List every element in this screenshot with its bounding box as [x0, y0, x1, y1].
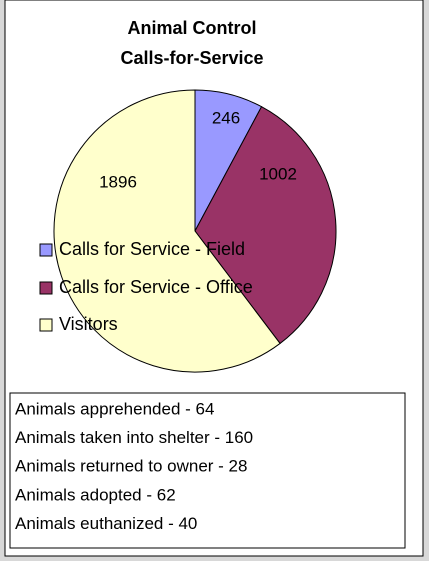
text-line: Animals adopted - 62 [15, 485, 176, 504]
pie-slice [53, 89, 281, 373]
text-line: Animals taken into shelter - 160 [15, 428, 253, 447]
chart-title: Animal Control [128, 18, 257, 38]
legend-swatch [39, 281, 53, 295]
text-line: Animals euthanized - 40 [15, 514, 197, 533]
text-line: Animals apprehended - 64 [15, 399, 214, 418]
legend-label: Visitors [59, 314, 118, 334]
text-line: Animals returned to owner - 28 [15, 457, 247, 476]
data-label: 1896 [99, 172, 137, 191]
data-label: 1002 [259, 164, 297, 183]
legend-label: Calls for Service - Office [59, 277, 253, 297]
data-label: 246 [212, 108, 240, 127]
legend-swatch [39, 243, 53, 257]
chart-title: Calls-for-Service [120, 48, 263, 68]
legend-swatch [39, 318, 53, 332]
pie-slice [194, 106, 337, 345]
text-box [9, 392, 406, 549]
legend-label: Calls for Service - Field [59, 239, 245, 259]
